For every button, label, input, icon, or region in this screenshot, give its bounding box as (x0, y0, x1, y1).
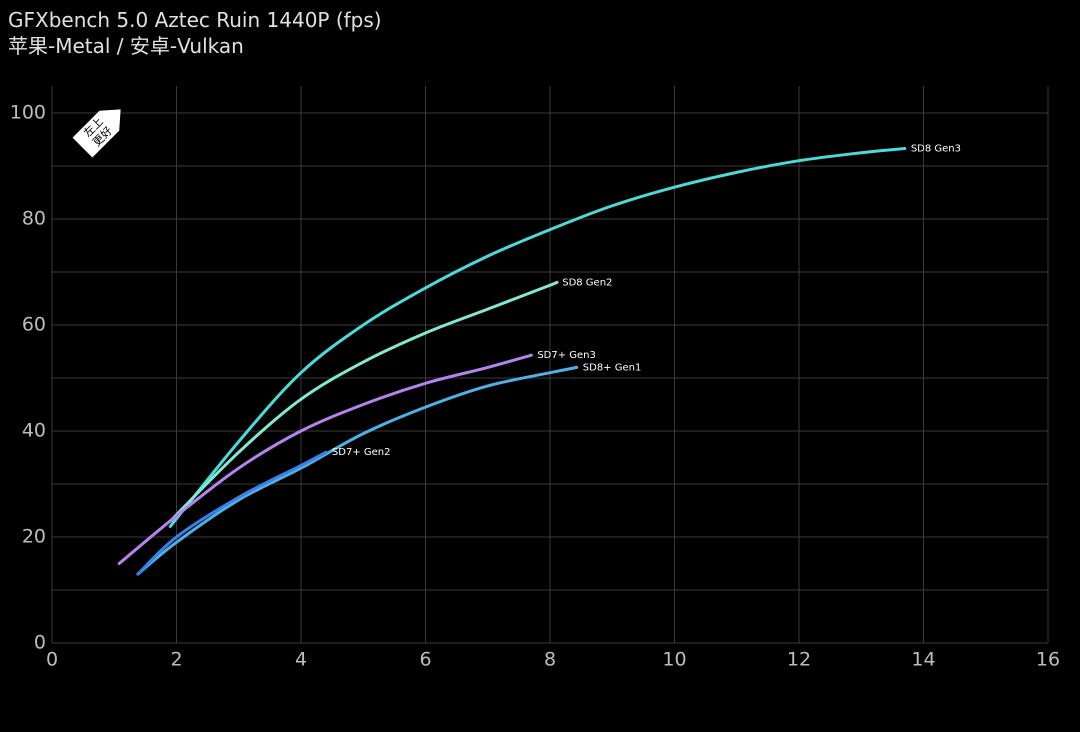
badge: 左上 更好 (72, 109, 121, 158)
y-tick-label: 0 (34, 632, 46, 654)
badge-shape (72, 109, 121, 158)
x-tick-label: 4 (295, 649, 307, 671)
x-tick-label: 8 (544, 649, 556, 671)
x-tick-label: 10 (662, 649, 686, 671)
x-tick-label: 6 (419, 649, 431, 671)
series-line (136, 365, 579, 576)
x-tick-label: 2 (170, 649, 182, 671)
series-line (168, 147, 907, 528)
y-tick-label: 20 (22, 526, 46, 548)
y-tick-label: 40 (22, 420, 46, 442)
series-label: SD8 Gen3 (911, 144, 961, 155)
grid: 0 20 40 60 80 100 0 2 4 6 8 10 12 14 16 (10, 86, 1060, 671)
series-label: SD8+ Gen1 (583, 362, 642, 373)
series-label: SD7+ Gen3 (537, 350, 596, 361)
chart-subtitle: 苹果-Metal / 安卓-Vulkan (8, 34, 244, 58)
chart-title: GFXbench 5.0 Aztec Ruin 1440P (fps) (8, 8, 382, 32)
x-tick-label: 12 (787, 649, 811, 671)
y-tick-label: 60 (22, 314, 46, 336)
series-line (136, 450, 328, 576)
x-tick-label: 0 (46, 649, 58, 671)
series-label: SD8 Gen2 (562, 278, 612, 289)
y-tick-label: 100 (10, 102, 46, 124)
x-tick-label: 16 (1036, 649, 1060, 671)
series-label: SD7+ Gen2 (332, 447, 391, 458)
y-tick-label: 80 (22, 208, 46, 230)
x-tick-label: 14 (911, 649, 935, 671)
series-line (168, 280, 559, 523)
series-line (117, 353, 533, 565)
